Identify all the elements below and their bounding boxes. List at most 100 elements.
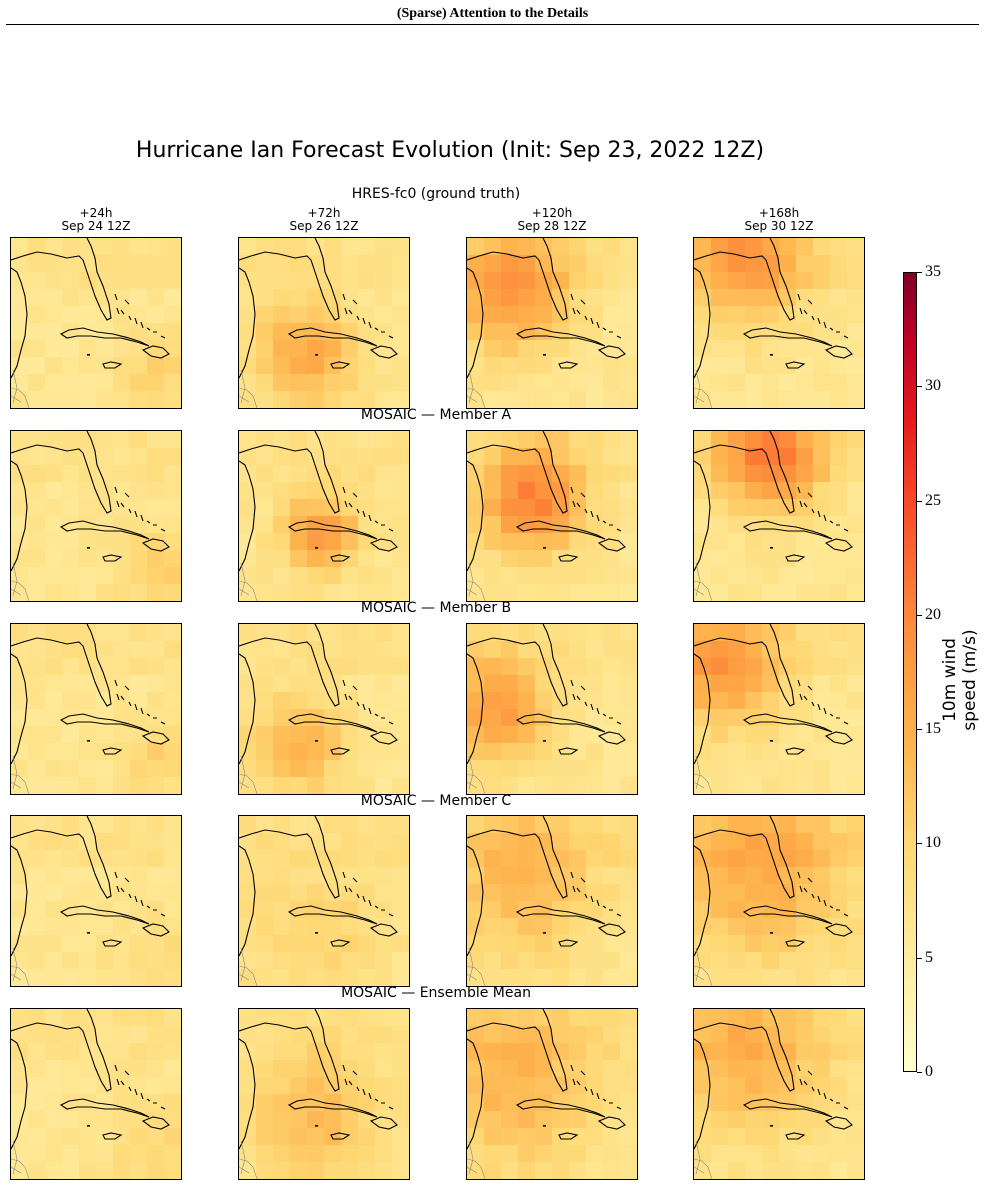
- wind-cell: [620, 1094, 637, 1112]
- wind-cell: [501, 323, 519, 341]
- wind-cell: [113, 1043, 131, 1061]
- wind-cell: [569, 1009, 587, 1027]
- wind-cell: [392, 1128, 409, 1146]
- wind-cell: [62, 726, 80, 744]
- wind-cell: [113, 952, 131, 970]
- wind-cell: [113, 1094, 131, 1112]
- wind-cell: [586, 675, 604, 693]
- wind-cell: [358, 567, 376, 585]
- wind-cell: [569, 1162, 587, 1179]
- wind-cell: [130, 816, 148, 834]
- wind-cell: [307, 465, 325, 483]
- wind-cell: [620, 935, 637, 953]
- wind-cell: [484, 289, 502, 307]
- wind-field-map: [467, 431, 637, 601]
- wind-cell: [290, 1009, 308, 1027]
- wind-cell: [467, 465, 485, 483]
- wind-cell: [324, 709, 342, 727]
- wind-cell: [147, 1043, 165, 1061]
- wind-cell: [762, 1026, 780, 1044]
- wind-cell: [324, 431, 342, 449]
- wind-cell: [324, 1009, 342, 1027]
- wind-cell: [711, 692, 729, 710]
- wind-cell: [569, 584, 587, 601]
- country-border: [239, 755, 258, 794]
- wind-cell: [273, 658, 291, 676]
- country-border: [694, 369, 713, 408]
- wind-cell: [813, 777, 831, 794]
- wind-cell: [147, 289, 165, 307]
- wind-cell: [694, 850, 712, 868]
- wind-cell: [79, 726, 97, 744]
- wind-cell: [341, 884, 359, 902]
- wind-cell: [96, 1026, 114, 1044]
- wind-cell: [501, 1162, 519, 1179]
- wind-cell: [79, 743, 97, 761]
- wind-cell: [79, 465, 97, 483]
- wind-cell: [375, 777, 393, 794]
- wind-cell: [79, 969, 97, 986]
- wind-cell: [711, 391, 729, 408]
- wind-cell: [375, 1162, 393, 1179]
- wind-cell: [694, 624, 712, 642]
- wind-cell: [830, 1111, 848, 1129]
- wind-cell: [796, 1060, 814, 1078]
- wind-cell: [847, 709, 864, 727]
- wind-cell: [484, 969, 502, 986]
- wind-cell: [552, 816, 570, 834]
- wind-cell: [324, 969, 342, 986]
- wind-cell: [392, 1026, 409, 1044]
- country-border: [239, 1140, 258, 1179]
- wind-cell: [307, 584, 325, 601]
- wind-cell: [28, 1043, 46, 1061]
- heatmap-panel-r2-c3: [693, 623, 865, 795]
- wind-cell: [762, 918, 780, 936]
- wind-cell: [620, 567, 637, 585]
- wind-cell: [796, 777, 814, 794]
- wind-cell: [830, 255, 848, 273]
- wind-cell: [484, 1162, 502, 1179]
- wind-cell: [535, 833, 553, 851]
- wind-cell: [745, 1111, 763, 1129]
- wind-cell: [113, 918, 131, 936]
- wind-cell: [569, 448, 587, 466]
- wind-cell: [762, 238, 780, 256]
- wind-cell: [813, 567, 831, 585]
- wind-cell: [79, 777, 97, 794]
- colorbar-tick: [917, 843, 922, 845]
- wind-cell: [28, 533, 46, 551]
- row-title-ensemble-mean: MOSAIC — Ensemble Mean: [341, 985, 531, 1001]
- wind-cell: [518, 918, 536, 936]
- wind-cell: [552, 516, 570, 534]
- wind-cell: [586, 901, 604, 919]
- wind-cell: [45, 448, 63, 466]
- wind-cell: [620, 867, 637, 885]
- coastline: [694, 816, 853, 957]
- wind-cell: [518, 952, 536, 970]
- wind-cell: [694, 1077, 712, 1095]
- wind-cell: [501, 743, 519, 761]
- wind-cell: [307, 675, 325, 693]
- wind-cell: [518, 357, 536, 375]
- wind-cell: [796, 641, 814, 659]
- wind-cell: [501, 658, 519, 676]
- wind-cell: [28, 743, 46, 761]
- wind-cell: [239, 374, 257, 392]
- wind-cell: [535, 431, 553, 449]
- wind-cell: [552, 833, 570, 851]
- wind-cell: [813, 743, 831, 761]
- wind-cell: [96, 901, 114, 919]
- wind-cell: [586, 969, 604, 986]
- wind-cell: [147, 584, 165, 601]
- wind-cell: [290, 867, 308, 885]
- wind-cell: [96, 1145, 114, 1163]
- wind-cell: [586, 465, 604, 483]
- wind-cell: [518, 482, 536, 500]
- wind-cell: [96, 516, 114, 534]
- wind-cell: [256, 901, 274, 919]
- wind-cell: [711, 901, 729, 919]
- country-border: [11, 369, 30, 408]
- wind-cell: [796, 567, 814, 585]
- wind-cell: [307, 499, 325, 517]
- wind-cell: [324, 567, 342, 585]
